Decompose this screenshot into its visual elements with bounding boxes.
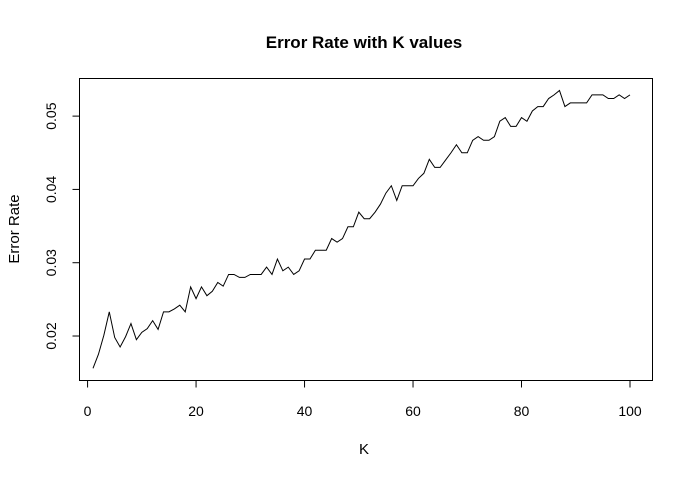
x-axis-label: K bbox=[359, 441, 369, 458]
x-tick-label: 40 bbox=[297, 403, 313, 419]
x-axis: 0 20 40 60 80 100 bbox=[84, 380, 642, 419]
plot-frame bbox=[79, 78, 653, 381]
x-tick-label: 100 bbox=[618, 403, 642, 419]
x-tick-label: 80 bbox=[514, 403, 530, 419]
chart-title: Error Rate with K values bbox=[266, 33, 463, 52]
x-tick-label: 60 bbox=[405, 403, 421, 419]
x-tick-label: 0 bbox=[84, 403, 92, 419]
y-tick-label: 0.02 bbox=[43, 322, 59, 349]
y-tick-label: 0.03 bbox=[43, 249, 59, 276]
error-rate-line bbox=[92, 89, 631, 369]
y-tick-label: 0.05 bbox=[43, 102, 59, 129]
x-tick-label: 20 bbox=[188, 403, 204, 419]
y-axis-label: Error Rate bbox=[6, 194, 23, 263]
y-axis: 0.02 0.03 0.04 0.05 bbox=[43, 102, 80, 350]
y-tick-label: 0.04 bbox=[43, 176, 59, 203]
